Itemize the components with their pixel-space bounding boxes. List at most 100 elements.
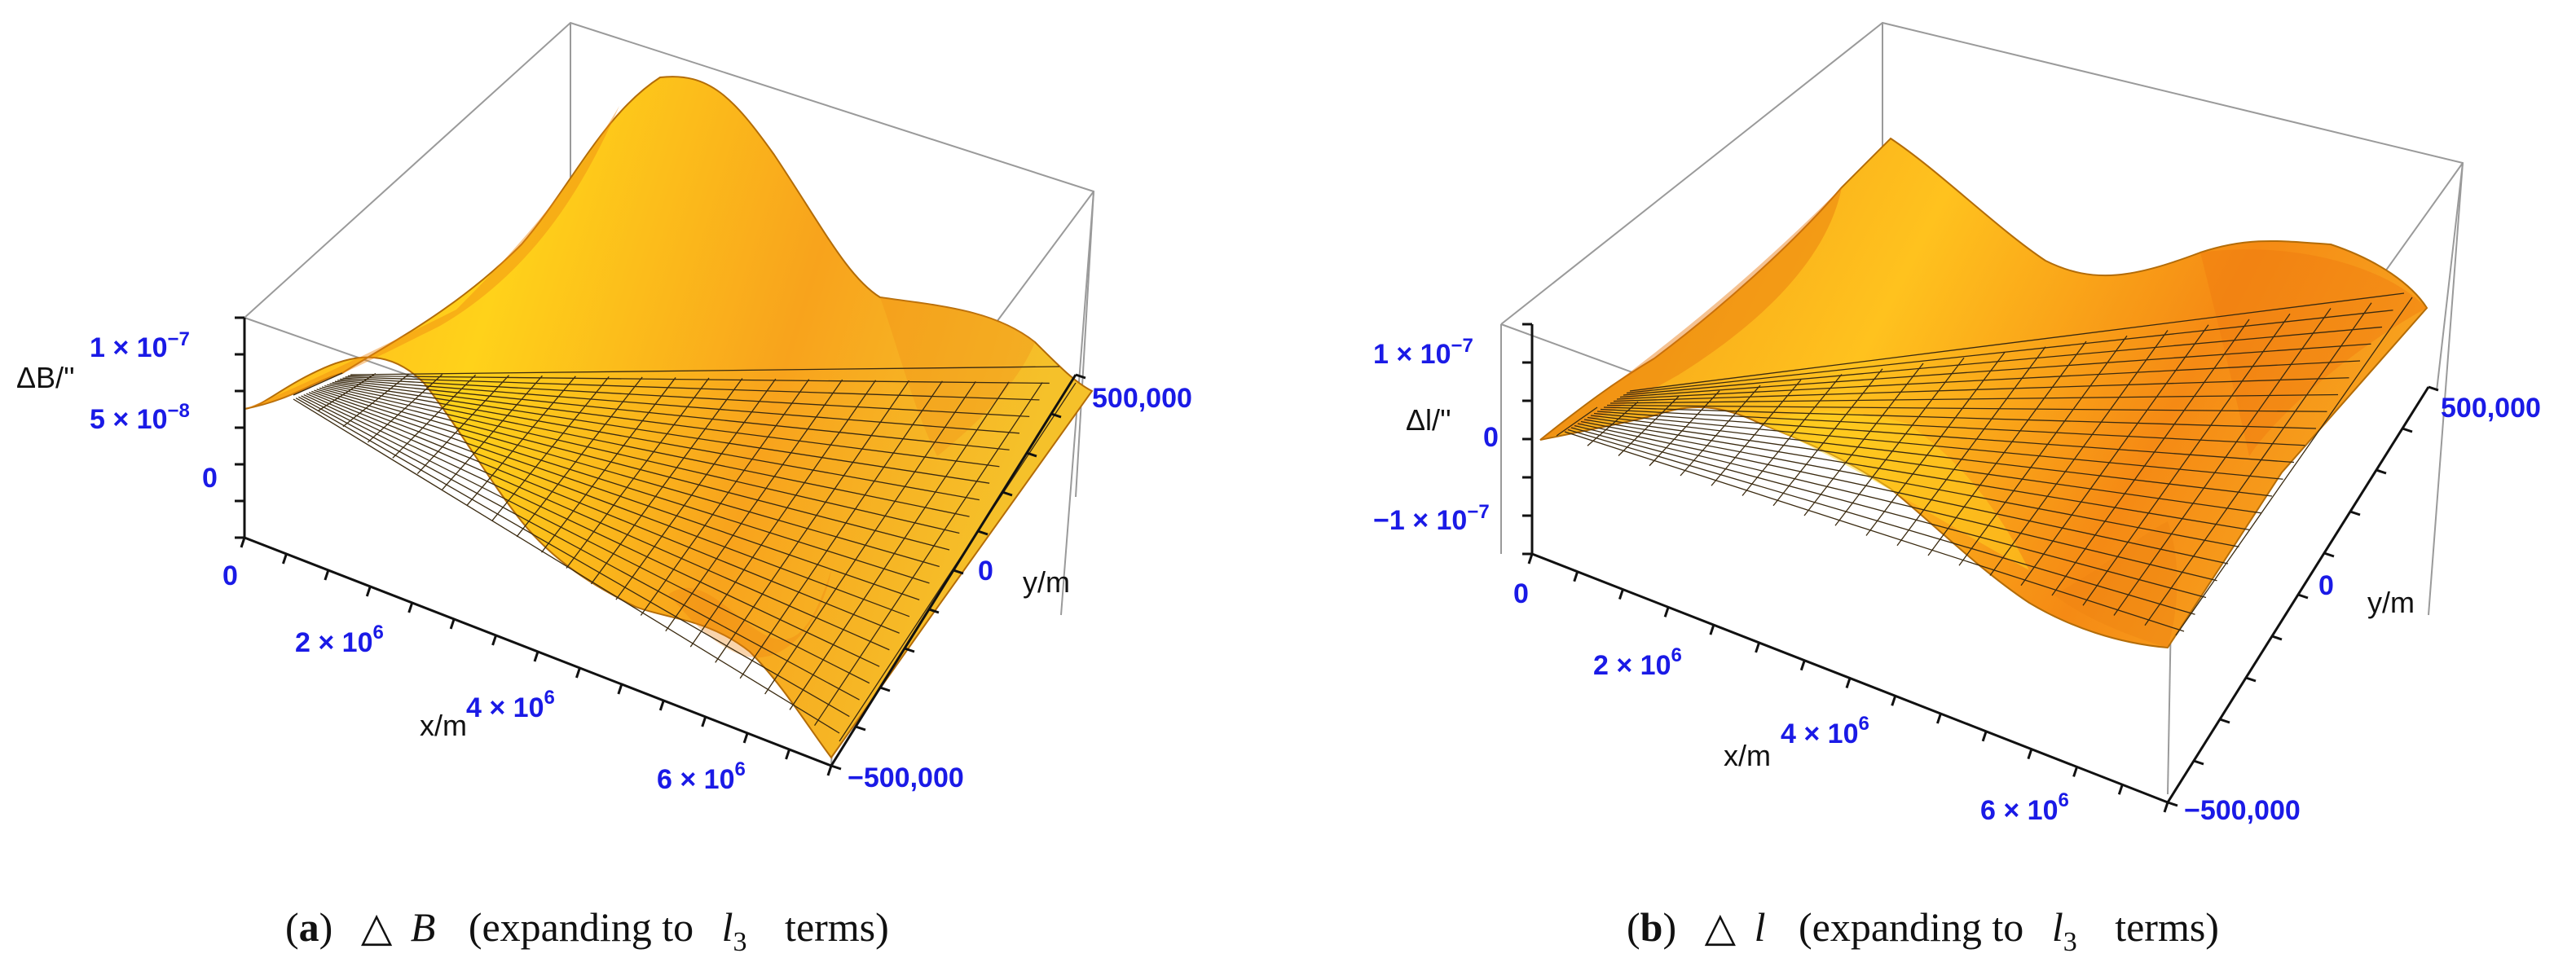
- surface-a-mesh: [293, 366, 1077, 742]
- mesh-line: [342, 373, 410, 428]
- tick-mark: [855, 725, 866, 732]
- caption-b: (b) △ l (expanding to l3 terms): [1627, 904, 2219, 960]
- mesh-line: [516, 376, 643, 538]
- ticks-a: [235, 316, 1086, 776]
- mesh-line: [345, 376, 1040, 401]
- tick-mark: [533, 651, 539, 662]
- tick-mark: [785, 749, 790, 760]
- mesh-line: [1574, 424, 2217, 582]
- mesh-line: [1711, 379, 1802, 486]
- tick-mark: [491, 635, 497, 646]
- mesh-line: [1626, 310, 2393, 394]
- mesh-line: [350, 366, 1060, 376]
- mesh-line: [2144, 302, 2372, 626]
- mesh-line: [814, 382, 1043, 727]
- y-label-b: y/m: [2367, 586, 2415, 619]
- tick-mark: [658, 700, 665, 711]
- mesh-line: [334, 380, 1000, 468]
- tick-mark: [977, 529, 989, 536]
- mesh-line: [1593, 412, 2283, 480]
- tick-mark: [2117, 784, 2124, 795]
- y-label-a: y/m: [1023, 565, 1070, 599]
- y-tick-a-0: 500,000: [1092, 383, 1192, 414]
- mesh-line: [301, 395, 870, 684]
- y-tick-b-0: 500,000: [2441, 393, 2541, 424]
- z-tick-a-2: 0: [202, 463, 218, 494]
- mesh-line: [347, 375, 1050, 384]
- mesh-line: [1865, 352, 2006, 536]
- tick-mark: [742, 732, 749, 744]
- mesh-line: [337, 380, 1010, 450]
- tick-mark: [1573, 571, 1579, 582]
- mesh-line: [1596, 411, 2295, 464]
- tick-mark: [2323, 551, 2335, 558]
- tick-mark: [2219, 718, 2230, 724]
- tick-mark: [830, 764, 842, 771]
- tick-mark: [2271, 635, 2283, 641]
- mesh-line: [640, 379, 810, 616]
- tick-mark: [365, 586, 372, 597]
- mesh-line: [311, 390, 910, 617]
- x-tick-b-1: 2 × 106: [1593, 644, 1682, 681]
- mesh-line: [1603, 406, 2317, 429]
- tick-mark: [1618, 589, 1624, 600]
- tick-mark: [1799, 660, 1806, 671]
- tick-mark: [617, 683, 623, 695]
- tick-mark: [879, 686, 891, 692]
- mesh-line: [665, 379, 843, 632]
- mesh-line: [1896, 346, 2046, 547]
- mesh-line: [293, 398, 840, 734]
- tick-mark: [1075, 373, 1086, 380]
- mesh-line: [590, 378, 743, 585]
- mesh-line: [321, 386, 950, 551]
- mesh-line: [615, 378, 777, 600]
- tick-mark: [953, 569, 964, 575]
- mesh-line: [329, 383, 980, 501]
- tick-mark: [1936, 713, 1942, 724]
- mesh-line: [2113, 308, 2332, 616]
- mesh-line: [1564, 431, 2185, 632]
- mesh-line: [1567, 428, 2195, 615]
- x-tick-b-2: 4 × 106: [1781, 713, 1869, 749]
- tick-mark: [2193, 759, 2204, 766]
- tick-mark: [282, 553, 288, 565]
- tick-mark: [2163, 802, 2169, 813]
- mesh-line: [1609, 393, 2339, 404]
- mesh-line: [1619, 343, 2371, 398]
- mesh-line: [324, 385, 960, 534]
- ticks-b: [1522, 323, 2439, 813]
- mesh-line: [442, 375, 543, 490]
- mesh-line: [308, 392, 900, 634]
- mesh-line: [416, 375, 510, 475]
- tick-mark: [2072, 766, 2078, 777]
- mesh-line: [566, 377, 710, 569]
- mesh-line: [293, 372, 343, 396]
- mesh-line: [541, 377, 676, 553]
- mesh-line: [1989, 330, 2169, 576]
- surface-a-body: [244, 76, 1094, 759]
- tick-mark: [2027, 749, 2033, 760]
- caption-a: (a) △ B (expanding to l3 terms): [285, 904, 889, 960]
- mesh-line: [764, 381, 976, 695]
- mesh-line: [491, 376, 610, 521]
- mesh-line: [1613, 377, 2349, 402]
- tick-mark: [2297, 593, 2309, 600]
- chart-b: 1 × 10−7 0 −1 × 10−7 Δl/'' 0 2 × 106 4 ×…: [1373, 21, 2541, 960]
- tick-mark: [1050, 412, 1062, 419]
- surface-b-mesh: [1556, 292, 2413, 636]
- tick-mark: [1755, 642, 1760, 653]
- mesh-line: [342, 377, 1030, 418]
- mesh-line: [295, 398, 850, 718]
- mesh-line: [1556, 406, 1598, 437]
- mesh-line: [1590, 415, 2273, 497]
- mesh-line: [1834, 357, 1965, 526]
- mesh-line: [1580, 420, 2239, 547]
- tick-mark: [1527, 553, 1534, 565]
- tick-mark: [2428, 385, 2439, 392]
- mesh-line: [340, 378, 1019, 434]
- mesh-line: [1600, 408, 2305, 446]
- tick-mark: [2402, 427, 2413, 433]
- tick-mark: [575, 667, 581, 679]
- mesh-line: [789, 381, 1010, 710]
